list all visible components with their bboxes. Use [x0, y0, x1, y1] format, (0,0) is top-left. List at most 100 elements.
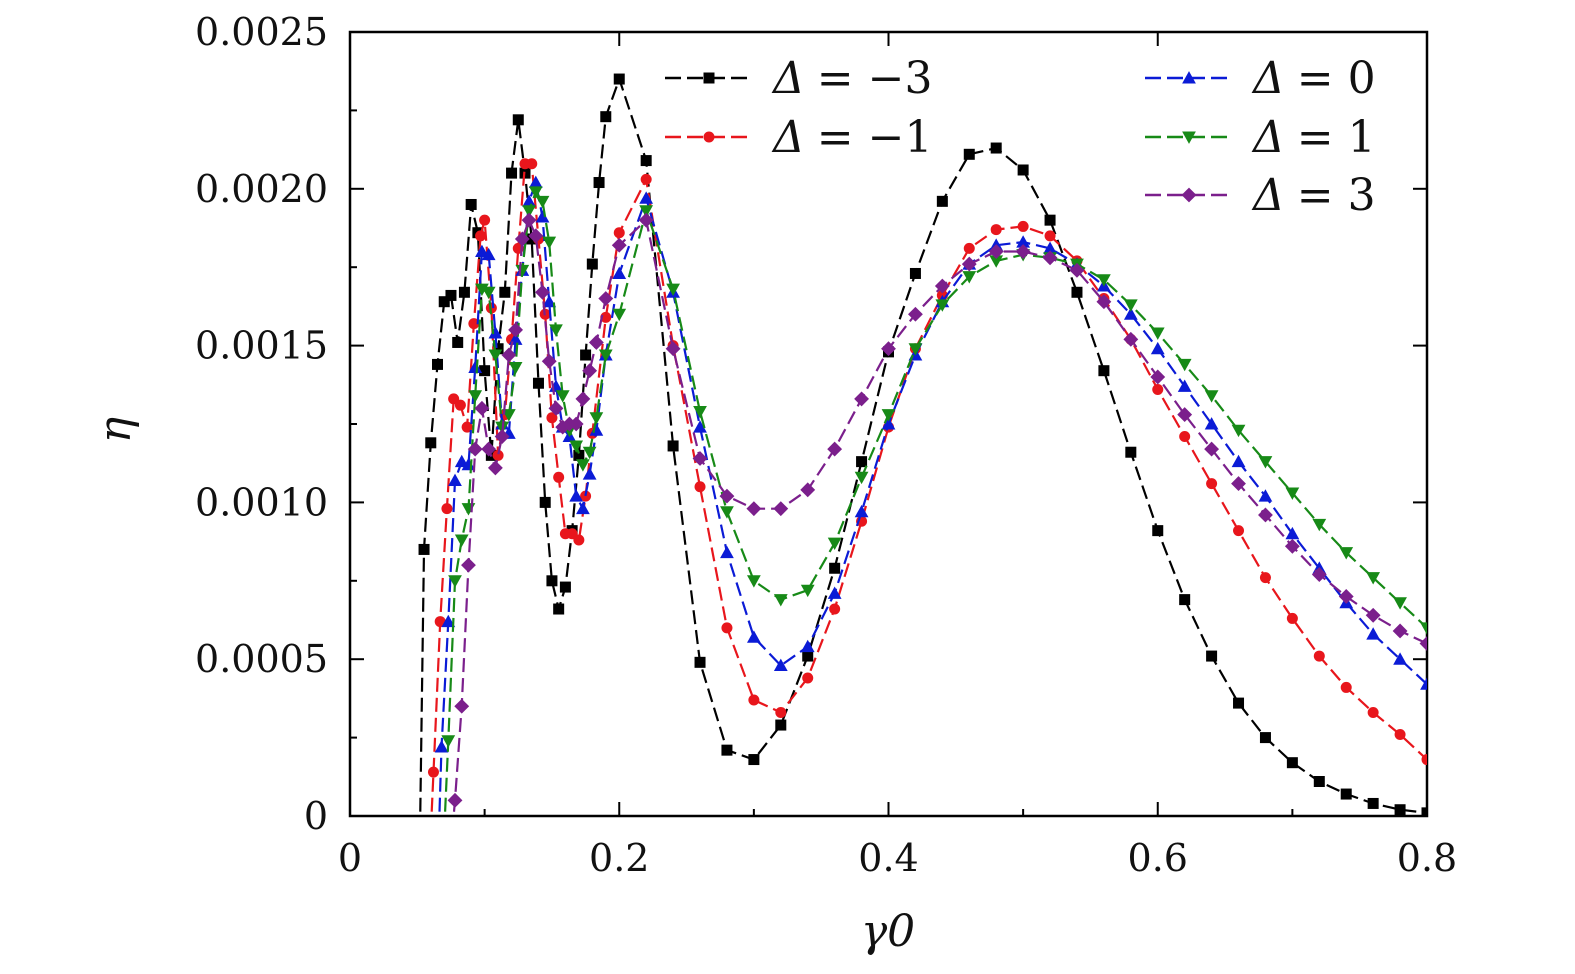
data-point	[1177, 379, 1192, 392]
legend-marker	[1182, 131, 1196, 144]
data-point	[613, 73, 625, 85]
data-point	[746, 501, 762, 517]
data-point	[800, 584, 815, 598]
data-point	[488, 326, 503, 339]
x-tick-label: 0	[338, 836, 362, 880]
data-point	[908, 306, 923, 322]
data-point	[468, 390, 483, 403]
data-point	[1042, 250, 1058, 266]
data-point	[1313, 650, 1325, 662]
data-point	[438, 296, 450, 308]
series-line	[419, 75, 1427, 816]
data-point	[775, 719, 787, 731]
series-line	[452, 217, 1427, 816]
data-point	[535, 210, 550, 223]
data-point	[445, 289, 457, 301]
x-tick-label: 0.6	[1128, 836, 1188, 880]
data-point	[1123, 307, 1138, 320]
data-point	[506, 167, 518, 179]
data-point	[775, 707, 787, 719]
data-point	[1366, 572, 1381, 585]
data-point	[582, 467, 597, 480]
data-point	[447, 792, 463, 808]
data-point	[1096, 294, 1112, 310]
data-point	[598, 291, 614, 306]
data-point	[553, 471, 565, 483]
data-point	[580, 490, 592, 502]
data-point	[988, 244, 1004, 259]
data-point	[854, 471, 869, 485]
data-point	[1231, 454, 1246, 468]
data-point	[1179, 431, 1191, 443]
data-point	[418, 543, 430, 555]
data-point	[908, 343, 923, 356]
data-point	[989, 255, 1004, 268]
data-point	[508, 362, 523, 375]
data-point	[1421, 807, 1427, 816]
data-point	[559, 581, 571, 593]
legend-value: = −1	[817, 112, 933, 163]
y-axis-label: η	[90, 417, 141, 443]
data-point	[881, 341, 896, 357]
legend-symbol: Δ	[771, 112, 805, 163]
data-point	[748, 694, 760, 706]
data-point	[542, 236, 557, 249]
series-line	[430, 162, 1427, 816]
data-point	[580, 349, 592, 361]
series-0	[418, 73, 1427, 816]
data-point	[1206, 478, 1218, 490]
data-point	[1419, 636, 1427, 651]
y-tick-label: 0.0005	[195, 637, 328, 681]
data-point	[479, 214, 491, 226]
data-point	[465, 198, 477, 210]
data-point	[528, 175, 543, 189]
data-point	[1392, 623, 1408, 639]
legend-value: = −3	[817, 53, 933, 104]
data-point	[535, 195, 550, 209]
data-point	[856, 456, 868, 468]
data-point	[454, 698, 470, 714]
data-point	[694, 656, 706, 668]
data-point	[427, 766, 439, 778]
legend-entry-1: Δ = −1	[665, 112, 933, 163]
data-point	[1017, 164, 1029, 176]
data-point	[441, 735, 456, 748]
data-point	[961, 256, 977, 272]
legend-entry-0: Δ = −3	[665, 53, 933, 104]
data-point	[499, 286, 511, 298]
data-point	[582, 446, 597, 460]
data-point	[639, 191, 654, 204]
legend-marker	[703, 131, 715, 143]
data-point	[1125, 446, 1137, 458]
legend-label: Δ = 1	[1251, 112, 1376, 163]
data-point	[528, 186, 543, 199]
y-tick-label: 0.0015	[195, 324, 328, 368]
data-point	[600, 311, 612, 323]
data-point	[640, 173, 652, 185]
legend-symbol: Δ	[1251, 170, 1285, 221]
data-point	[593, 177, 605, 189]
data-point	[1340, 788, 1352, 800]
data-point	[1016, 235, 1030, 248]
data-point	[452, 336, 464, 348]
legend-marker	[703, 72, 715, 84]
data-point	[474, 400, 490, 416]
legend-value: = 3	[1297, 170, 1376, 221]
data-point	[612, 308, 627, 322]
data-point	[827, 537, 842, 551]
data-point	[454, 399, 466, 411]
data-point	[454, 534, 469, 547]
legend-label: Δ = 0	[1251, 53, 1376, 104]
data-point	[541, 353, 557, 369]
data-point	[829, 562, 841, 574]
data-point	[1258, 507, 1273, 523]
data-point	[501, 409, 516, 422]
data-point	[1421, 754, 1427, 766]
series-layer	[418, 73, 1427, 816]
data-point	[487, 460, 503, 476]
data-point	[1150, 341, 1165, 355]
data-point	[1338, 589, 1354, 604]
data-point	[1017, 220, 1029, 232]
data-point	[434, 740, 449, 753]
